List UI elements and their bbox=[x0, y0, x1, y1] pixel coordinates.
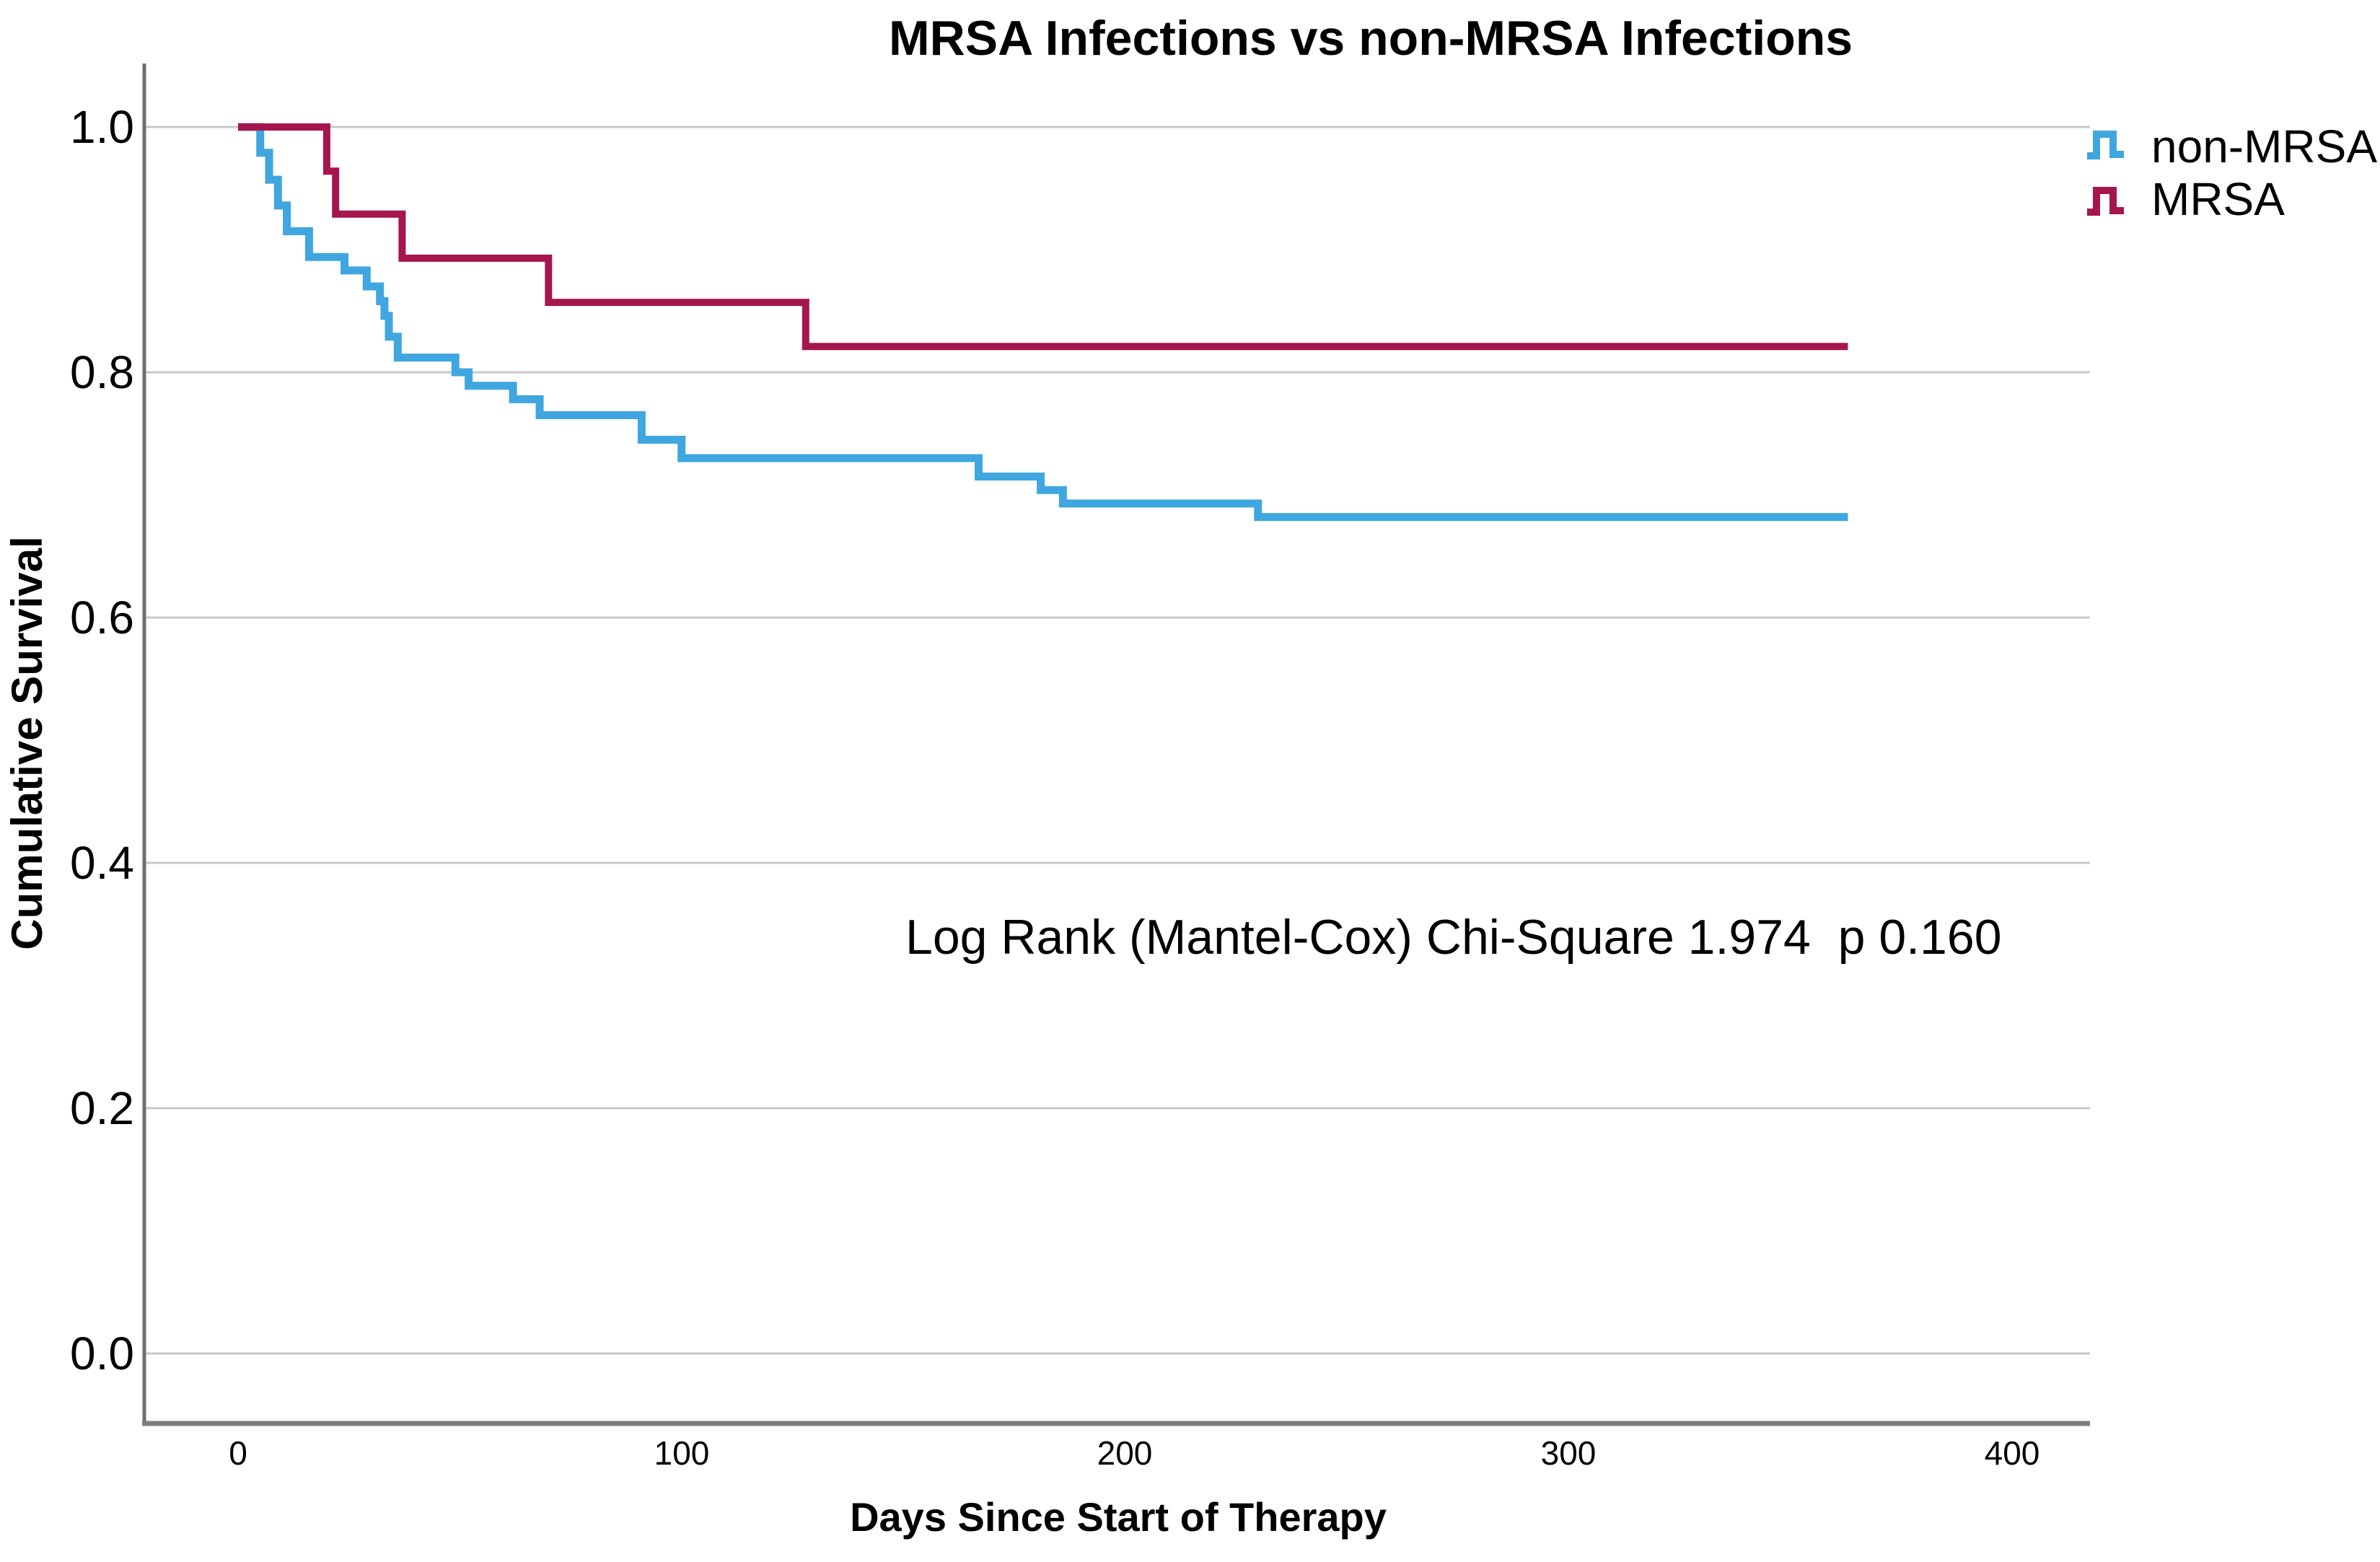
curve-mrsa bbox=[238, 123, 1848, 351]
xtick-200: 200 bbox=[1097, 1434, 1153, 1472]
legend-step-icon-non-mrsa bbox=[2087, 131, 2124, 159]
x-axis-title: Days Since Start of Therapy bbox=[850, 1494, 1387, 1540]
ytick-0.2: 0.2 bbox=[70, 1082, 134, 1134]
ytick-0.8: 0.8 bbox=[70, 346, 134, 398]
legend-step-icon-mrsa bbox=[2087, 187, 2124, 216]
xtick-0: 0 bbox=[229, 1434, 247, 1472]
axes bbox=[142, 63, 2090, 1426]
legend-label-non-mrsa: non-MRSA bbox=[2151, 120, 2377, 172]
y-axis-title: Cumulative Survival bbox=[3, 536, 51, 950]
x-tick-labels: 0 100 200 300 400 bbox=[229, 1434, 2039, 1472]
ytick-0.4: 0.4 bbox=[70, 837, 134, 889]
xtick-100: 100 bbox=[654, 1434, 710, 1472]
ytick-0.0: 0.0 bbox=[70, 1328, 134, 1379]
xtick-400: 400 bbox=[1985, 1434, 2040, 1472]
chart-title: MRSA Infections vs non-MRSA Infections bbox=[889, 11, 1853, 66]
survival-curves bbox=[238, 123, 1848, 522]
log-rank-annotation: Log Rank (Mantel-Cox) Chi-Square 1.974 p… bbox=[905, 910, 2002, 965]
ytick-1.0: 1.0 bbox=[70, 101, 134, 153]
legend-label-mrsa: MRSA bbox=[2151, 173, 2285, 225]
ytick-0.6: 0.6 bbox=[70, 592, 134, 644]
gridlines bbox=[146, 126, 2090, 1355]
y-tick-labels: 1.0 0.8 0.6 0.4 0.2 0.0 bbox=[70, 101, 134, 1379]
legend: non-MRSA MRSA bbox=[2087, 120, 2377, 225]
xtick-300: 300 bbox=[1541, 1434, 1597, 1472]
curve-non-mrsa bbox=[238, 123, 1848, 522]
